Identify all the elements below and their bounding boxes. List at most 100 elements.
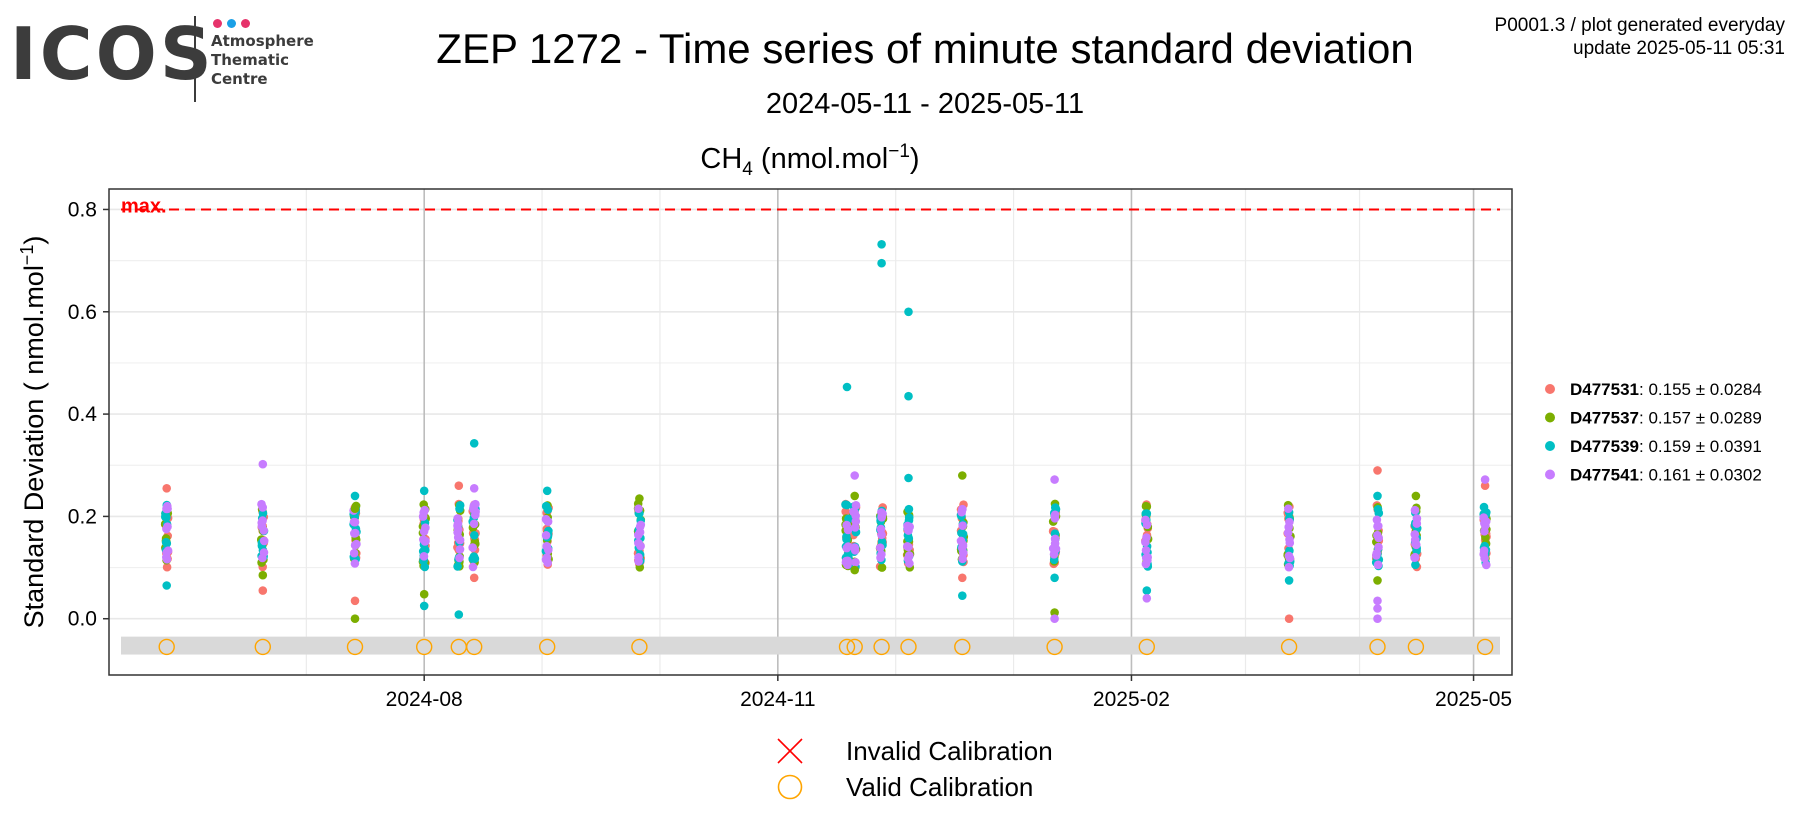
data-point (1285, 553, 1295, 563)
data-point-outlier (1050, 475, 1059, 484)
data-point (1411, 560, 1420, 570)
data-point (1141, 559, 1151, 569)
data-point (876, 524, 886, 534)
legend-label-d477539: D477539: 0.159 ± 0.0391 (1570, 437, 1762, 456)
data-point-outlier (958, 591, 967, 600)
data-point (1142, 520, 1152, 530)
data-point (349, 548, 359, 558)
calibration-marker (846, 638, 863, 656)
data-point (455, 535, 465, 545)
data-point (259, 536, 269, 546)
x-tick-label: 2024-11 (740, 688, 816, 711)
data-point (634, 553, 643, 562)
legend-label-d477541: D477541: 0.161 ± 0.0302 (1570, 466, 1762, 485)
data-point (842, 535, 851, 544)
generation-line-1: P0001.3 / plot generated everyday (1494, 15, 1785, 36)
data-point (419, 552, 429, 561)
data-point (162, 555, 172, 564)
data-point (903, 542, 912, 551)
icos-logo: ICOS Atmosphere Thematic Centre (10, 14, 330, 104)
data-point (1372, 549, 1381, 558)
data-point (1374, 521, 1383, 531)
logo-sub-thematic: Thematic (211, 51, 290, 69)
calibration-marker (158, 638, 175, 656)
y-axis-ticks: 0.0 0.2 0.4 0.6 0.8 (68, 198, 109, 631)
valid-calibration-icon (777, 774, 803, 800)
data-point (455, 501, 465, 510)
calibration-legend: Invalid Calibration Valid Calibration (777, 736, 1053, 802)
data-point (453, 519, 463, 528)
data-point (956, 536, 966, 546)
data-point-outlier (850, 491, 859, 501)
data-point (1373, 560, 1383, 570)
legend-swatch-d477541 (1545, 469, 1555, 480)
data-point (1050, 510, 1060, 520)
data-point-outlier (904, 307, 913, 317)
data-point-outlier (1142, 586, 1152, 595)
series-legend: D477531: 0.155 ± 0.0284 D477537: 0.157 ± … (1545, 380, 1762, 485)
data-point (905, 551, 914, 560)
data-point (959, 548, 968, 558)
calibration-marker (1369, 638, 1386, 656)
data-point (1410, 505, 1420, 515)
data-point-outlier (469, 484, 479, 493)
data-point-outlier (419, 589, 429, 599)
data-point (842, 543, 852, 553)
generation-info: P0001.3 / plot generated everyday update… (1495, 14, 1785, 60)
data-point (1050, 534, 1060, 544)
data-point (350, 529, 359, 538)
panel-title-sup: −1 (888, 141, 910, 162)
x-tick-label: 2025-02 (1093, 688, 1170, 711)
data-point (453, 562, 462, 571)
logo-text: ICOS (10, 12, 215, 96)
data-point (634, 504, 643, 513)
data-point-outlier (1284, 614, 1294, 623)
panel-title-end: ) (910, 143, 920, 175)
data-point (455, 545, 465, 554)
data-point (849, 507, 858, 517)
calibration-legend-label: Invalid Calibration (846, 736, 1053, 766)
data-point (1374, 508, 1384, 518)
data-point (471, 499, 480, 509)
data-point (842, 520, 851, 530)
data-point-outlier (162, 484, 171, 493)
data-point-outlier (469, 573, 479, 583)
data-point (453, 525, 463, 534)
data-point-outlier (850, 565, 859, 575)
calibration-legend-label: Valid Calibration (846, 772, 1033, 802)
plot-border (108, 188, 1513, 676)
data-point (350, 559, 360, 568)
data-point (419, 508, 429, 517)
data-point (877, 550, 886, 559)
data-point-outlier (1050, 573, 1059, 583)
data-point (162, 524, 171, 534)
data-point (1482, 560, 1491, 570)
logo-subtitle: Atmosphere Thematic Centre (211, 32, 314, 89)
data-point-outlier (1142, 594, 1152, 603)
data-point-outlier (258, 570, 268, 580)
data-point (636, 541, 645, 551)
data-point (1284, 504, 1293, 513)
data-point (905, 522, 914, 532)
data-point (634, 530, 643, 540)
data-point (1141, 546, 1151, 555)
data-point (957, 528, 966, 538)
data-point-outlier (258, 459, 268, 469)
data-point (544, 545, 553, 555)
calibration-marker (466, 638, 483, 656)
data-point (1480, 553, 1489, 563)
data-point (543, 517, 553, 526)
logo-sub-centre: Centre (211, 70, 268, 88)
data-point (1412, 540, 1421, 550)
x-tick-label: 2025-05 (1435, 688, 1512, 711)
data-point (258, 516, 267, 525)
data-point-outlier (1373, 596, 1382, 606)
legend-label-d477537: D477537: 0.157 ± 0.0289 (1570, 409, 1762, 428)
generation-line-2: update 2025-05-11 05:31 (1573, 38, 1785, 59)
page-title: ZEP 1272 - Time series of minute standar… (436, 25, 1414, 72)
legend-swatch-d477539 (1545, 441, 1555, 451)
data-point-outlier (350, 504, 360, 513)
data-point (162, 513, 171, 522)
data-point (1284, 562, 1294, 572)
